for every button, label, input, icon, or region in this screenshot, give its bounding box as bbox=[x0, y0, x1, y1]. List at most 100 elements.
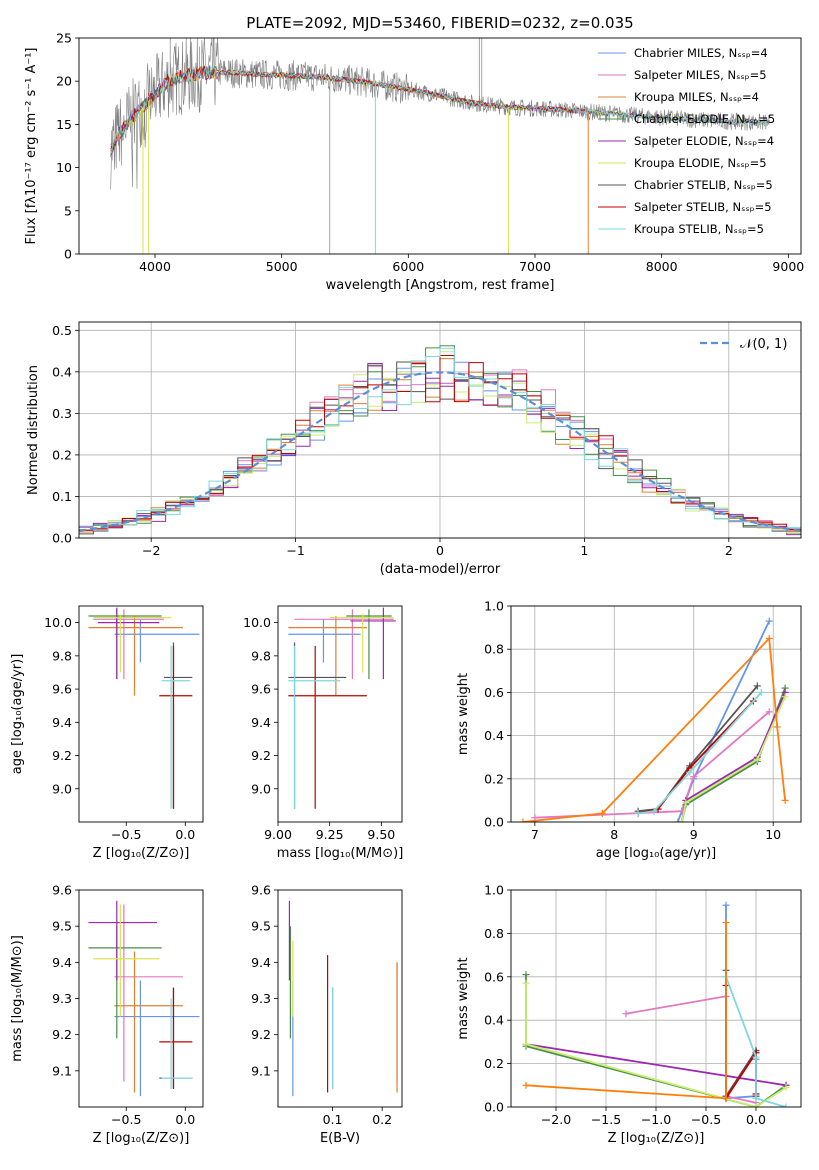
plot-area bbox=[88, 900, 200, 1097]
weight-marker bbox=[765, 708, 773, 716]
data-point-8 bbox=[159, 645, 193, 809]
axes-frame bbox=[78, 37, 802, 255]
data-point-2 bbox=[114, 904, 183, 1082]
data-point-5 bbox=[97, 607, 160, 680]
y-axis-label: age [log₁₀(age/yr)] bbox=[10, 654, 25, 775]
data-point-9 bbox=[288, 645, 340, 809]
weight-marker bbox=[765, 634, 773, 642]
y-tick-label: 9.6 bbox=[251, 883, 271, 898]
plot-area bbox=[288, 900, 398, 1097]
weight-series-9 bbox=[522, 636, 786, 822]
y-tick-label: 0.6 bbox=[484, 685, 504, 700]
weight-marker bbox=[752, 1103, 760, 1107]
weight-series-3 bbox=[680, 687, 786, 822]
y-tick-label: 5 bbox=[64, 203, 72, 218]
y-tick-label: 9.1 bbox=[251, 1063, 271, 1078]
weight-marker bbox=[522, 1081, 530, 1089]
x-tick-label: 2 bbox=[725, 543, 733, 558]
data-point-5 bbox=[88, 900, 157, 981]
chart-6: −0.5 0.0 9.1 9.2 9.3 9.4 9.5 9.6 Z [log₁₀(Z/Z⊙)]… bbox=[10, 883, 204, 1146]
x-axis-label: E(B-V) bbox=[320, 1131, 360, 1146]
weight-marker bbox=[674, 818, 682, 822]
chart-2: −2 −1 0 1 2 0.0 0.1 0.2 0.3 0.4 0.5 (data-model)/er… bbox=[26, 321, 802, 577]
legend: Chabrier MILES, Nₛₛₚ=4 Salpeter MILES, Nₛ… bbox=[598, 46, 775, 236]
y-tick-label: 25 bbox=[56, 31, 72, 46]
weight-series-5 bbox=[525, 983, 787, 1107]
chart-5: 7 8 9 10 0.0 0.2 0.4 0.6 0.8 1.0 age [log₁₀(age/yr… bbox=[456, 599, 802, 861]
y-tick-label: 9.5 bbox=[251, 919, 271, 934]
x-tick-label: 9 bbox=[690, 827, 698, 842]
y-tick-label: 0.0 bbox=[484, 815, 504, 830]
y-tick-label: 0.2 bbox=[484, 771, 504, 786]
x-tick-label: 1 bbox=[580, 543, 588, 558]
y-tick-label: 1.0 bbox=[484, 883, 504, 898]
data-point-6 bbox=[93, 614, 172, 673]
x-tick-label: 10 bbox=[765, 827, 781, 842]
x-tick-label: 6000 bbox=[392, 259, 424, 274]
plot-area bbox=[522, 901, 790, 1107]
data-point-1 bbox=[114, 980, 200, 1097]
legend-entry: Kroupa MILES, Nₛₛₚ=4 bbox=[634, 90, 759, 104]
x-axis-label: (data-model)/error bbox=[380, 562, 501, 577]
ticks: 4000 5000 6000 7000 8000 9000 0 5 10 15 20 25 bbox=[56, 31, 804, 275]
y-tick-label: 9.6 bbox=[52, 883, 72, 898]
y-tick-label: 10 bbox=[56, 160, 72, 175]
y-tick-label: 0.2 bbox=[484, 1056, 504, 1071]
x-tick-label: −1 bbox=[286, 543, 304, 558]
chart-title: PLATE=2092, MJD=53460, FIBERID=0232, z=0… bbox=[246, 14, 633, 32]
grid bbox=[511, 605, 801, 823]
legend-entry: Chabrier MILES, Nₛₛₚ=4 bbox=[634, 46, 768, 60]
x-axis-label: wavelength [Angstrom, rest frame] bbox=[326, 278, 555, 293]
data-point-9 bbox=[161, 998, 193, 1089]
weight-series-9 bbox=[525, 922, 727, 1100]
x-tick-label: 0.0 bbox=[175, 1112, 195, 1127]
y-tick-label: 9.6 bbox=[251, 682, 271, 697]
y-tick-label: 9.2 bbox=[251, 1027, 271, 1042]
y-axis-label: Normed distribution bbox=[26, 365, 41, 495]
y-axis-label: mass [log₁₀(M/M⊙)] bbox=[10, 935, 25, 1062]
y-tick-label: 9.4 bbox=[52, 715, 72, 730]
legend-entry: Kroupa ELODIE, Nₛₛₚ=5 bbox=[634, 156, 767, 170]
legend-entry: Chabrier STELIB, Nₛₛₚ=5 bbox=[634, 178, 773, 192]
data-point-8 bbox=[159, 987, 193, 1089]
weight-marker bbox=[782, 1083, 790, 1091]
x-tick-label: 4000 bbox=[139, 259, 171, 274]
y-tick-label: 0.2 bbox=[52, 447, 72, 462]
weight-series-7 bbox=[725, 985, 757, 1102]
model-line-9 bbox=[110, 64, 770, 154]
legend-entry: Salpeter STELIB, Nₛₛₚ=5 bbox=[634, 200, 772, 214]
legend-entry: 𝒩(0, 1) bbox=[740, 337, 787, 352]
data-point-2 bbox=[294, 609, 394, 680]
weight-marker bbox=[722, 901, 730, 909]
x-tick-label: 8000 bbox=[646, 259, 678, 274]
ticks: −0.5 0.0 9.1 9.2 9.3 9.4 9.5 9.6 bbox=[52, 883, 195, 1128]
weight-marker bbox=[752, 1094, 760, 1102]
normal-curve bbox=[79, 371, 801, 532]
y-tick-label: 10.0 bbox=[44, 615, 72, 630]
legend-entry: Kroupa STELIB, Nₛₛₚ=5 bbox=[634, 222, 764, 236]
data-point-7 bbox=[159, 987, 193, 1089]
axes-frame bbox=[277, 605, 403, 823]
y-tick-label: 9.0 bbox=[52, 781, 72, 796]
data-point-3 bbox=[88, 615, 183, 696]
y-tick-label: 0.4 bbox=[52, 364, 72, 379]
y-tick-label: 15 bbox=[56, 117, 72, 132]
chart-8: −2.0 −1.5 −1.0 −0.5 0.0 0.0 0.2 0.4 0.6 0.8 1.0 Z [… bbox=[456, 883, 802, 1146]
y-tick-label: 9.4 bbox=[251, 955, 271, 970]
data-point-5 bbox=[350, 607, 396, 680]
y-tick-label: 9.0 bbox=[251, 781, 271, 796]
y-tick-label: 9.2 bbox=[52, 1027, 72, 1042]
plot-area bbox=[519, 617, 789, 822]
weight-series-4 bbox=[525, 1043, 787, 1087]
weight-series-1 bbox=[676, 620, 771, 822]
weight-marker bbox=[753, 755, 761, 763]
y-tick-label: 0.8 bbox=[484, 926, 504, 941]
weight-series-1 bbox=[725, 905, 757, 1100]
y-tick-label: 10.0 bbox=[243, 615, 271, 630]
data-point-9 bbox=[161, 645, 191, 809]
x-tick-label: 9.25 bbox=[316, 827, 344, 842]
x-tick-label: 7000 bbox=[519, 259, 551, 274]
data-point-8 bbox=[288, 645, 367, 809]
x-tick-label: 5000 bbox=[266, 259, 298, 274]
chart-3: −0.5 0.0 9.0 9.2 9.4 9.6 9.8 10.0 Z [log₁₀(Z/Z⊙)… bbox=[10, 605, 204, 861]
